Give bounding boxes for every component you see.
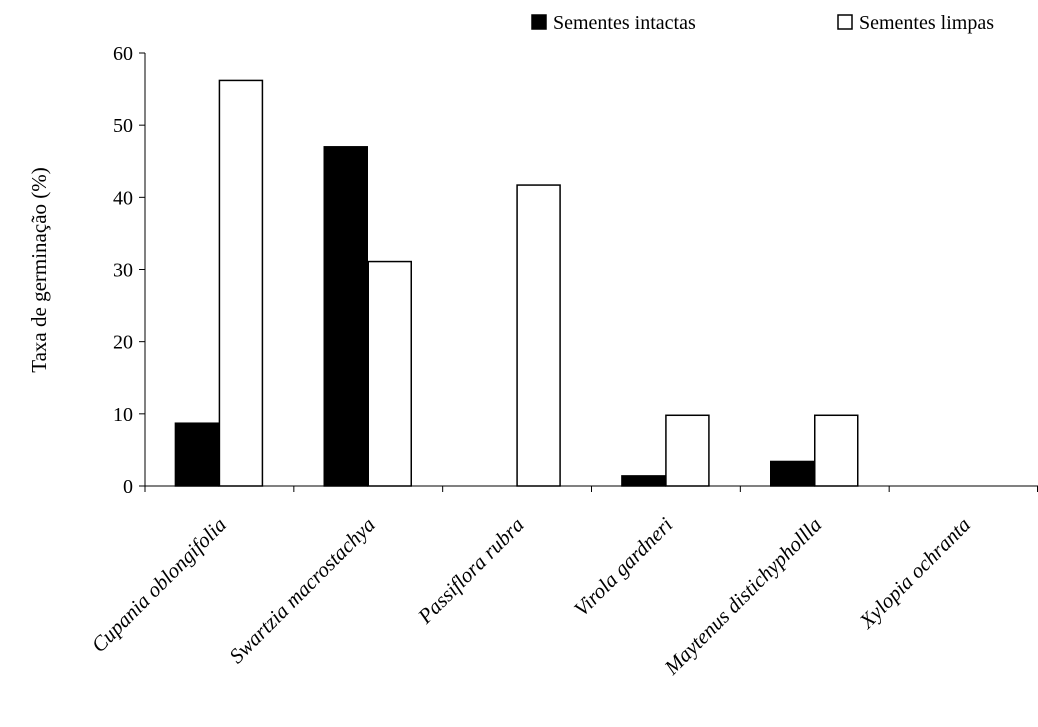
legend: Sementes intactas Sementes limpas [531, 12, 994, 34]
bar-limpas-0 [218, 79, 264, 487]
bar-limpas-4 [814, 414, 859, 487]
legend-label-1: Sementes limpas [859, 12, 994, 34]
y-tick-label-2: 20 [113, 332, 133, 354]
bar-limpas-3 [665, 414, 710, 487]
bars [174, 79, 859, 487]
y-tick-label-0: 0 [123, 476, 133, 498]
legend-label-0: Sementes intactas [553, 12, 696, 34]
x-category-label-1: Swartzia macrostachya [224, 513, 379, 668]
y-axis-title: Taxa de germinação (%) [27, 167, 51, 373]
x-category-label-4: Maytenus distichyphollla [659, 513, 826, 680]
bar-intactas-4 [770, 460, 815, 487]
bar-intactas-3 [621, 475, 666, 487]
x-category-label-3: Virola gardneri [569, 512, 678, 621]
bar-limpas-1 [367, 260, 412, 487]
legend-swatch-0 [531, 14, 547, 30]
y-tick-label-3: 30 [113, 260, 133, 282]
x-category-label-2: Passiflora rubra [412, 513, 528, 629]
y-tick-label-5: 50 [113, 115, 133, 137]
y-tick-label-4: 40 [113, 187, 133, 209]
legend-swatch-1 [837, 14, 853, 30]
y-tick-label-1: 10 [113, 404, 133, 426]
bar-limpas-2 [516, 184, 561, 487]
bar-intactas-1 [323, 146, 368, 487]
x-category-label-5: Xylopia ochranta [854, 513, 975, 634]
y-tick-label-6: 60 [113, 43, 133, 65]
x-category-label-0: Cupania oblongifolia [87, 513, 231, 657]
y-axis: 0 10 20 30 40 50 60 [113, 43, 146, 498]
bar-intactas-0 [174, 422, 220, 487]
